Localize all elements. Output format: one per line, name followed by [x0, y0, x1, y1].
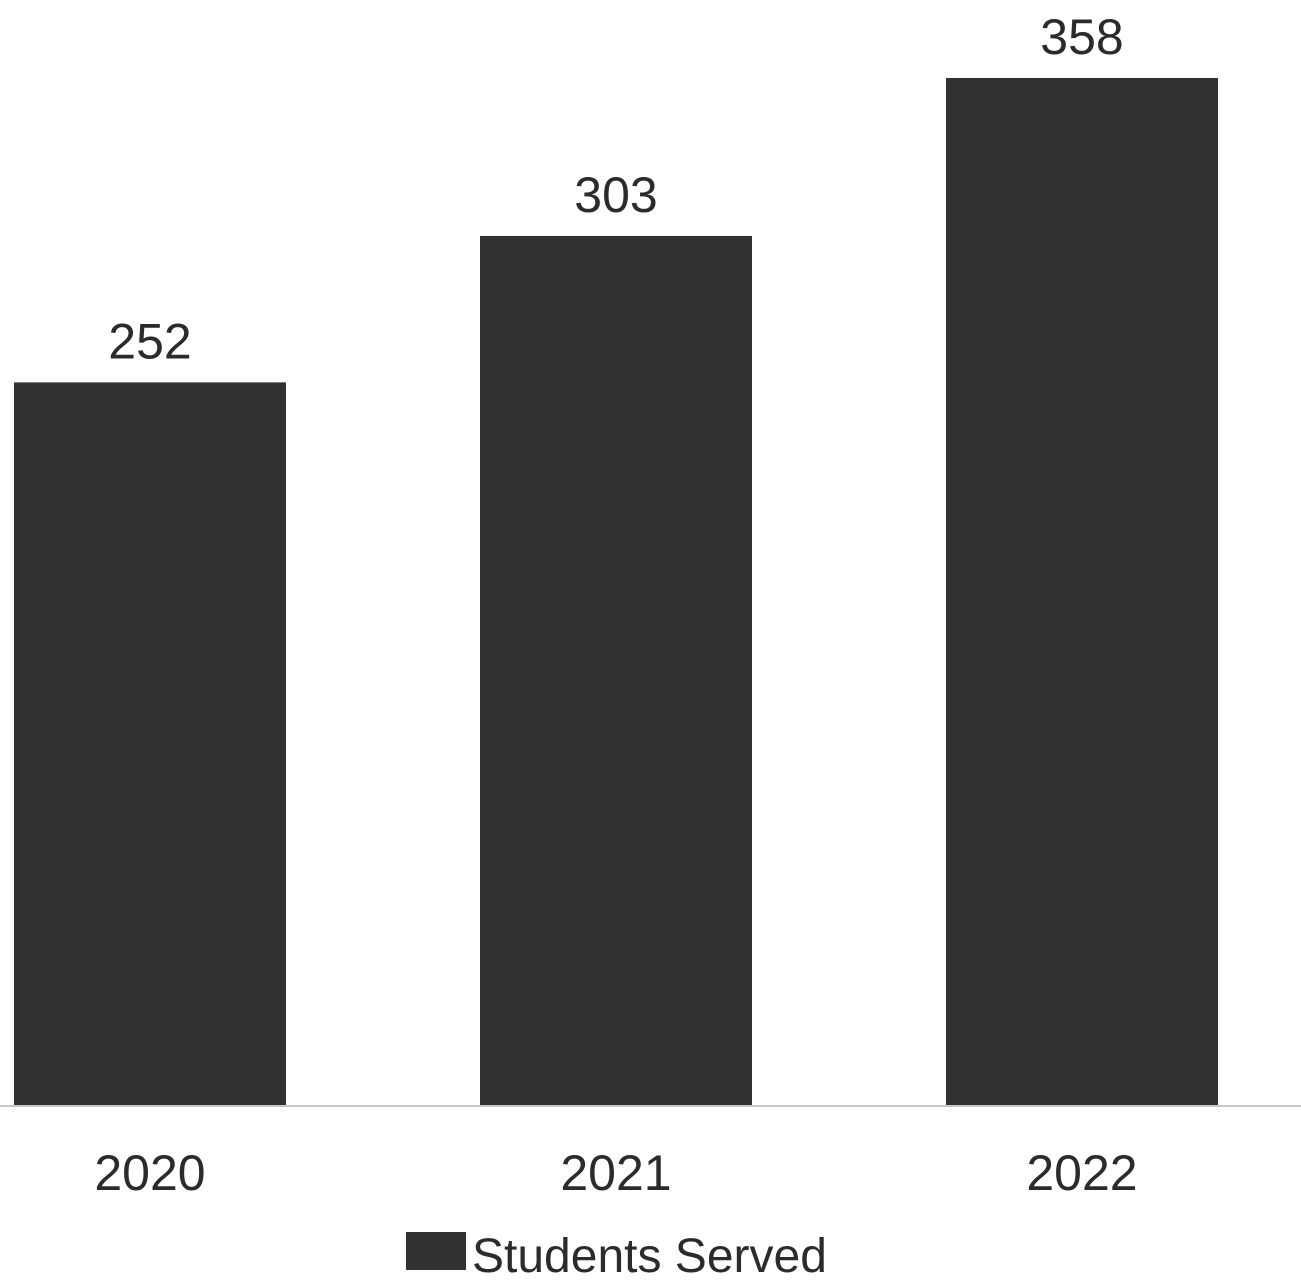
bar-value-label-2022: 358: [1040, 9, 1123, 65]
bar-value-label-2020: 252: [108, 313, 191, 369]
legend: Students Served: [406, 1230, 827, 1282]
legend-swatch: [406, 1232, 466, 1270]
value-labels-layer: 252 303 358: [108, 9, 1123, 369]
bar-2022: [946, 78, 1218, 1106]
bar-2020: [14, 382, 286, 1106]
bar-value-label-2021: 303: [574, 167, 657, 223]
bar-2021: [480, 235, 752, 1106]
x-tick-label-2021: 2021: [560, 1145, 671, 1201]
x-tick-label-2022: 2022: [1026, 1145, 1137, 1201]
x-tick-label-2020: 2020: [94, 1145, 205, 1201]
x-axis-ticks: 2020 2021 2022: [94, 1145, 1137, 1201]
legend-label: Students Served: [472, 1230, 827, 1282]
bars-layer: [14, 78, 1218, 1106]
